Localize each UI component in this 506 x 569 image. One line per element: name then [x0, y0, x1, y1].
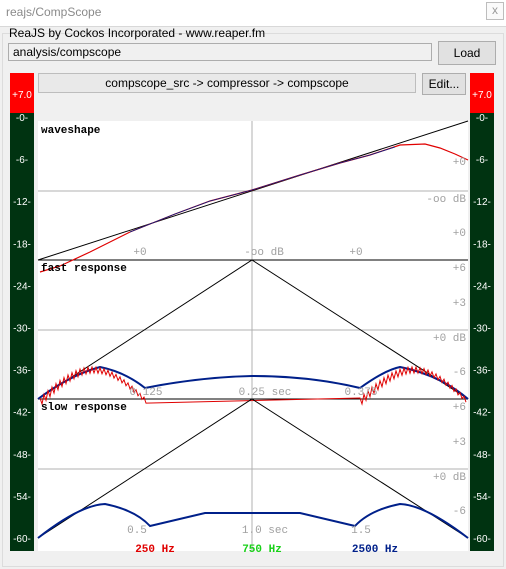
left-meter-tick-5: -30- — [13, 324, 31, 335]
legend-750hz: 750 Hz — [242, 544, 282, 556]
load-button[interactable]: Load — [438, 41, 496, 65]
left-meter-tick-1: -6- — [16, 155, 28, 166]
legend-250hz: 250 Hz — [135, 544, 175, 556]
slow-response-title: slow response — [41, 402, 127, 414]
left-peak-value: +7.0 — [12, 90, 32, 101]
left-meter-tick-2: -12- — [13, 197, 31, 208]
right-peak-indicator — [470, 73, 494, 113]
right-meter-tick-7: -42- — [473, 408, 491, 419]
right-meter-tick-0: -0- — [476, 113, 488, 124]
plugin-group-box — [2, 33, 504, 567]
left-meter-tick-3: -18- — [13, 239, 31, 250]
waveshape-unity-line — [37, 120, 469, 261]
left-peak-indicator — [10, 73, 34, 113]
edit-button[interactable]: Edit... — [422, 73, 466, 95]
waveshape-bottom-center-label: -oo dB — [244, 247, 284, 259]
left-meter-tick-7: -42- — [13, 408, 31, 419]
left-meter-tick-6: -36- — [13, 366, 31, 377]
slow-r1-label: +6 — [453, 402, 466, 414]
fast-response-red — [39, 365, 467, 406]
group-label: ReaJS by Cockos Incorporated - www.reape… — [9, 26, 266, 40]
right-peak-value: +7.0 — [472, 90, 492, 101]
fast-r3-label: +0 dB — [433, 333, 466, 345]
left-meter — [10, 73, 34, 551]
script-path-input[interactable] — [8, 43, 432, 61]
slow-envelope-line — [37, 398, 469, 539]
right-meter-tick-4: -24- — [473, 281, 491, 292]
right-meter-tick-2: -12- — [473, 197, 491, 208]
close-icon[interactable]: x — [486, 2, 504, 20]
right-meter-tick-10: -60- — [473, 534, 491, 545]
fast-response-title: fast response — [41, 263, 127, 275]
waveshape-curve-blue — [129, 146, 396, 233]
left-meter-tick-0: -0- — [16, 113, 28, 124]
right-meter-tick-5: -30- — [473, 324, 491, 335]
window-title: reajs/CompScope — [6, 5, 102, 19]
left-meter-tick-4: -24- — [13, 281, 31, 292]
slow-t2-label: 1.0 sec — [242, 525, 288, 537]
title-bar: reajs/CompScope x — [0, 0, 506, 27]
slow-r4-label: -6 — [453, 506, 466, 518]
waveshape-bottom-left-label: +0 — [133, 247, 146, 259]
left-meter-tick-9: -54- — [13, 492, 31, 503]
fast-r4-label: -6 — [453, 367, 466, 379]
right-meter-tick-9: -54- — [473, 492, 491, 503]
fast-r1-label: +6 — [453, 263, 466, 275]
right-meter-tick-1: -6- — [476, 155, 488, 166]
left-meter-tick-8: -48- — [13, 450, 31, 461]
slow-t1-label: 0.5 — [127, 525, 147, 537]
right-meter-tick-3: -18- — [473, 239, 491, 250]
fast-t3-label: 0.375 — [344, 387, 377, 399]
waveshape-center-label: -oo dB — [426, 194, 466, 206]
right-meter-tick-6: -36- — [473, 366, 491, 377]
fast-r2-label: +3 — [453, 298, 466, 310]
plot-area — [38, 121, 468, 551]
legend-2500hz: 2500 Hz — [352, 544, 398, 556]
slow-response-blue — [37, 502, 469, 539]
slow-r3-label: +0 dB — [433, 472, 466, 484]
fast-t1-label: 0.125 — [129, 387, 162, 399]
fast-envelope-line — [37, 259, 469, 400]
right-meter — [470, 73, 494, 551]
fast-t2-label: 0.25 sec — [239, 387, 292, 399]
slow-r2-label: +3 — [453, 437, 466, 449]
waveshape-right-top-label: +0 — [453, 157, 466, 169]
right-meter-tick-8: -48- — [473, 450, 491, 461]
left-meter-tick-10: -60- — [13, 534, 31, 545]
slow-t3-label: 1.5 — [351, 525, 371, 537]
waveshape-title: waveshape — [41, 125, 101, 137]
signal-chain-display: compscope_src -> compressor -> compscope — [38, 73, 416, 93]
waveshape-bottom-right-label: +0 — [349, 247, 362, 259]
waveshape-right-bottom-label: +0 — [453, 228, 466, 240]
